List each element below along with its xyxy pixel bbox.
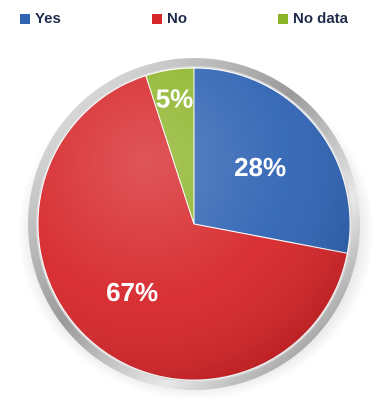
- legend-label-no-data: No data: [293, 10, 349, 27]
- legend-item-no-data: No data: [278, 10, 348, 27]
- legend-swatch-no-data: [278, 13, 288, 24]
- pie-label-no: 67%: [106, 277, 158, 307]
- legend-label-yes: Yes: [35, 10, 61, 27]
- pie-slices: [37, 67, 351, 381]
- legend-swatch-yes: [20, 13, 30, 24]
- legend-label-no: No: [167, 10, 187, 27]
- legend-item-yes: Yes: [20, 10, 61, 27]
- legend-item-no: No: [152, 10, 187, 27]
- pie-label-no-data: 5%: [156, 84, 194, 114]
- pie-labels: 28% 67% 5%: [106, 84, 286, 307]
- legend: Yes No No data: [0, 10, 382, 34]
- legend-swatch-no: [152, 13, 162, 24]
- pie-label-yes: 28%: [234, 152, 286, 182]
